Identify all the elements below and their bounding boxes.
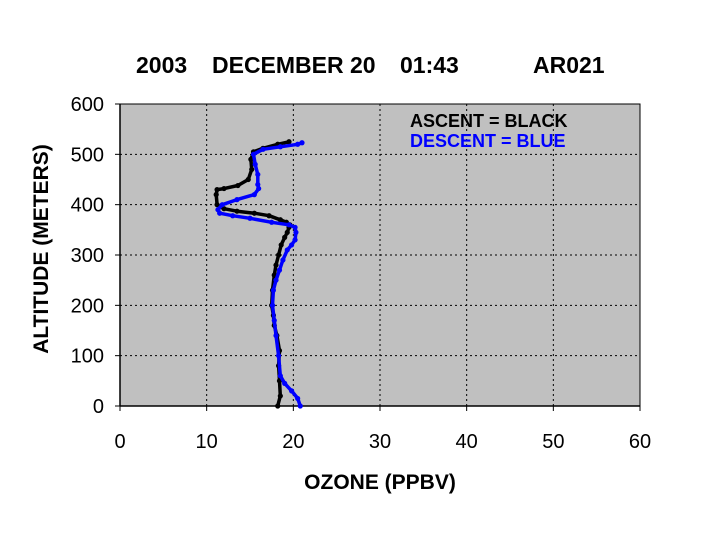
data-point [293,229,299,235]
data-point [277,144,283,150]
x-tick-label: 60 [629,431,651,453]
data-point [286,139,292,145]
data-point [289,242,295,248]
title-date: DECEMBER 20 [212,52,376,78]
data-point [221,185,227,192]
data-point [292,224,298,230]
data-point [282,380,288,386]
data-point [269,302,276,308]
y-tick-label: 100 [71,346,104,368]
y-tick-label: 0 [93,396,104,418]
data-point [286,222,292,228]
title-time: 01:43 [400,52,459,78]
data-point [295,395,301,402]
y-axis-label: ALTITUDE (METERS) [30,144,53,354]
data-point [282,234,288,240]
y-tick-label: 200 [71,295,104,317]
data-point [235,182,241,189]
data-point [278,242,284,248]
data-point [260,146,266,152]
y-tick-label: 600 [71,94,104,116]
data-point [251,192,257,198]
x-tick-label: 40 [456,431,478,453]
data-point [284,247,290,253]
x-tick-label: 30 [369,431,391,453]
data-point [213,192,219,198]
data-point [277,217,283,223]
x-tick-label: 0 [114,431,125,453]
data-point [289,388,295,394]
data-point [275,403,281,409]
data-point [270,287,276,293]
data-point [250,151,257,157]
data-point [299,140,305,146]
x-axis-label: OZONE (PPBV) [304,471,456,494]
data-point [273,332,279,339]
data-point [269,219,275,225]
data-point [255,171,261,178]
data-point [276,252,282,258]
data-point [251,210,257,216]
title-id: AR021 [533,52,605,78]
chart-title: 2003 DECEMBER 20 01:43 AR021 [120,52,640,82]
data-point [277,393,283,399]
data-point [221,206,227,212]
data-point [234,208,240,214]
data-point [292,237,298,243]
data-point [277,373,283,379]
data-point [245,176,251,183]
data-point [276,353,282,359]
y-tick-label: 500 [71,144,104,166]
data-point [284,229,290,235]
data-point [234,197,240,203]
data-point [215,207,221,213]
data-point [230,213,236,219]
data-point [273,262,279,268]
data-point [247,215,253,221]
data-point [276,267,283,273]
data-point [252,161,258,167]
data-point [280,257,286,263]
data-point [273,277,279,283]
data-point [214,202,220,208]
x-tick-label: 20 [282,431,304,453]
y-tick-label: 300 [71,245,104,267]
data-point [271,317,277,324]
data-point [295,141,301,147]
data-point [256,185,262,192]
x-tick-label: 50 [542,431,564,453]
data-point [297,403,303,409]
x-tick-label: 10 [196,431,218,453]
legend-entry: ASCENT = BLACK [410,111,568,131]
data-point [214,186,220,193]
data-point [255,181,261,188]
y-tick-label: 400 [71,195,104,217]
legend-entry: DESCENT = BLUE [410,131,566,151]
data-point [266,213,272,219]
title-year: 2003 [136,52,188,78]
data-point [219,202,225,208]
data-point [248,156,254,162]
data-point [249,166,255,173]
